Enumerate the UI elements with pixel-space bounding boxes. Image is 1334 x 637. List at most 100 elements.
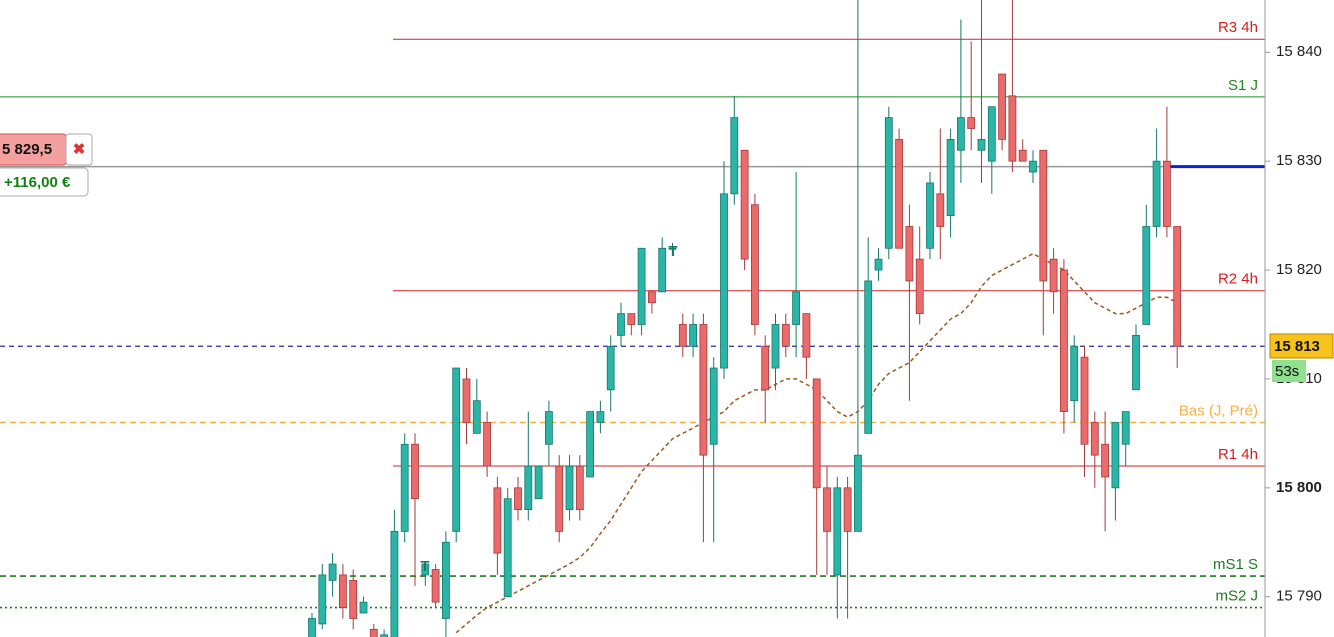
candle-body xyxy=(874,258,883,271)
candle-body xyxy=(308,618,316,637)
candle-body xyxy=(411,443,419,500)
candle-body xyxy=(586,411,594,478)
candle-body xyxy=(689,324,697,347)
y-tick-label: 15 800 xyxy=(1276,479,1322,496)
candle-body xyxy=(575,465,584,510)
candle-body xyxy=(709,367,718,445)
candle-body xyxy=(1039,149,1048,282)
y-tick-label: 15 790 xyxy=(1276,588,1322,605)
candle-body xyxy=(462,378,471,423)
candle-body xyxy=(1080,356,1089,445)
candle-body xyxy=(637,247,646,325)
candle-body xyxy=(823,487,831,532)
candle-body xyxy=(936,193,945,227)
candle-body xyxy=(555,465,564,532)
candle-body xyxy=(503,498,512,598)
candle-body xyxy=(349,579,358,619)
candle-body xyxy=(967,117,976,129)
candle-body xyxy=(720,193,728,369)
candle-body xyxy=(854,454,862,532)
candle-body xyxy=(617,313,625,336)
timer-box xyxy=(1272,360,1306,382)
candle-body xyxy=(740,149,749,260)
candle-body xyxy=(1163,160,1171,227)
level-label: Bas (J, Pré) xyxy=(1179,402,1258,419)
candle-body xyxy=(843,487,852,532)
candle-body xyxy=(606,345,615,391)
candle-body xyxy=(359,601,368,614)
candle-body xyxy=(792,291,800,325)
candle-body xyxy=(318,574,327,625)
candle-body xyxy=(1173,226,1182,347)
candle-body xyxy=(884,117,893,249)
candle-body xyxy=(761,345,770,391)
position-label: 5 829,5 xyxy=(2,141,52,158)
candle-body xyxy=(338,574,347,609)
candle-body xyxy=(987,106,996,162)
candle-body xyxy=(1008,95,1017,162)
candle-body xyxy=(565,465,574,510)
candle-body xyxy=(699,324,708,456)
candle-body xyxy=(771,324,780,369)
candle-body xyxy=(648,291,656,304)
candle-body xyxy=(596,411,605,423)
candle-body xyxy=(1111,422,1120,489)
candle-body xyxy=(905,226,914,282)
candle-body xyxy=(472,400,481,434)
candle-body xyxy=(514,487,522,511)
candle-body xyxy=(369,628,378,637)
timer-label: 53s xyxy=(1275,363,1299,380)
candle-body xyxy=(864,280,873,434)
candle-body xyxy=(1029,160,1037,173)
candle-body xyxy=(441,541,450,619)
candle-body xyxy=(833,487,842,576)
candle-body xyxy=(668,247,677,250)
last-price-label: 15 813 xyxy=(1274,338,1320,355)
candle-body xyxy=(751,204,759,325)
last-price-box xyxy=(1269,333,1334,359)
candle-body xyxy=(1101,443,1109,478)
candle-body xyxy=(1049,258,1058,293)
y-tick-label: 15 840 xyxy=(1276,43,1322,60)
candle-body xyxy=(483,422,492,467)
candle-body xyxy=(328,563,337,581)
y-tick-label: 15 830 xyxy=(1276,152,1322,169)
candle-body xyxy=(658,247,667,293)
candle-body xyxy=(400,443,409,532)
plot-area: R3 4h S1 J R2 4h Bas (J, Pré) R1 4h mS1 S mS2 … xyxy=(0,0,1265,637)
level-label: R2 4h xyxy=(1218,271,1258,288)
level-label: R3 4h xyxy=(1218,19,1258,36)
candle-body xyxy=(946,138,955,216)
candle-body xyxy=(895,138,903,249)
candle-body xyxy=(1018,149,1027,162)
level-label: S1 J xyxy=(1228,77,1258,94)
candle-body xyxy=(380,634,389,637)
y-tick-label: 15 820 xyxy=(1276,261,1322,278)
candle-body xyxy=(1132,334,1140,391)
candle-body xyxy=(421,563,430,576)
level-label: R1 4h xyxy=(1218,446,1258,463)
candle-body xyxy=(678,324,687,347)
close-icon: ✖ xyxy=(73,141,86,158)
candle-body xyxy=(977,138,986,151)
annotation: T xyxy=(420,558,429,575)
level-label: mS1 S xyxy=(1213,556,1258,573)
candle-body xyxy=(493,487,502,554)
candle-body xyxy=(627,313,636,325)
candle-body xyxy=(1060,269,1068,412)
candle-body xyxy=(926,182,934,249)
candle-body xyxy=(1090,422,1099,456)
candle-body xyxy=(534,465,543,500)
candle-body xyxy=(390,530,399,637)
annotation: T xyxy=(668,243,677,260)
pnl-label: +116,00 € xyxy=(4,174,71,191)
candle-body xyxy=(524,465,533,510)
candle-body xyxy=(915,258,924,314)
candle-body xyxy=(812,378,821,489)
close-button[interactable] xyxy=(65,133,93,166)
candle-body xyxy=(545,411,553,445)
candle-body xyxy=(802,313,811,358)
candle-body xyxy=(452,367,461,532)
